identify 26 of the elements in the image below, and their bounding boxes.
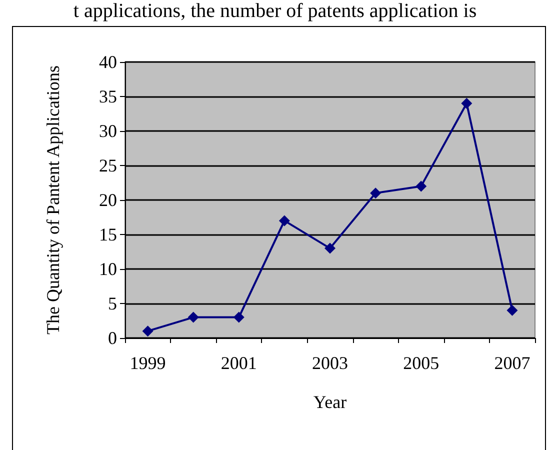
text: t applications, the number of patents application is [73, 0, 477, 22]
x-tick-label: 1999 [130, 353, 166, 373]
point [142, 326, 154, 337]
x-tick-label: 2001 [220, 353, 257, 373]
y-tick-label: 40 [99, 52, 117, 72]
x-tick-label: 2005 [403, 353, 440, 373]
y-axis-title: The Quantity of Pantent Applications [43, 66, 63, 334]
point [233, 312, 244, 323]
y-tick-label: 30 [99, 121, 117, 141]
y-tick-label: 15 [99, 224, 117, 244]
y-tick-label: 20 [99, 190, 117, 210]
y-tick-label: 35 [99, 86, 117, 106]
point [461, 98, 472, 109]
y-tick-label: 5 [108, 294, 117, 314]
point [278, 215, 290, 226]
y-tick-label: 25 [99, 156, 117, 176]
point [416, 180, 427, 192]
x-tick-label: 2003 [312, 353, 348, 373]
point [370, 188, 382, 199]
point [188, 312, 199, 323]
y-tick-label: 10 [99, 259, 117, 279]
x-axis-title: Year [313, 392, 347, 412]
x-tick-label: 2007 [494, 353, 530, 373]
point [506, 304, 518, 316]
point [324, 242, 336, 254]
y-tick-label: 0 [108, 328, 117, 348]
